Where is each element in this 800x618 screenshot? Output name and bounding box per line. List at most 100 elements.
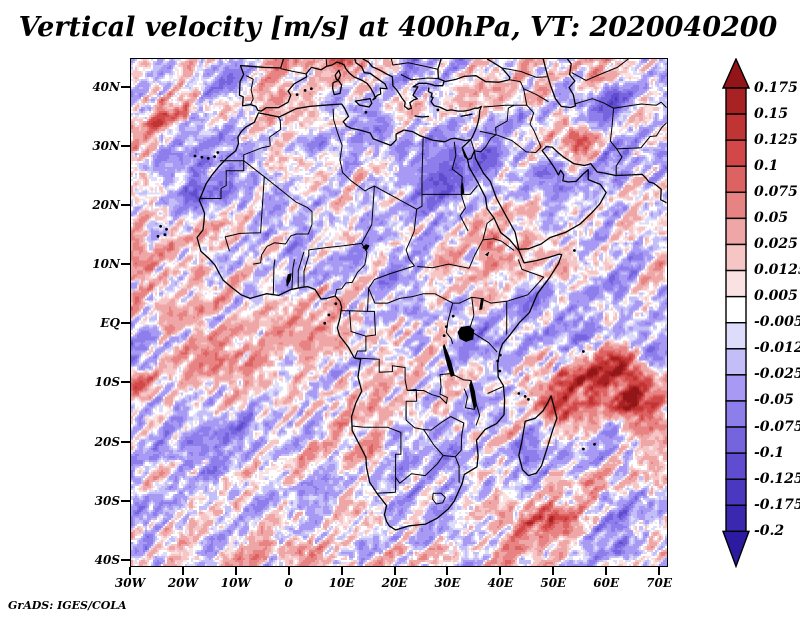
- colorbar-tick-label: 0.175: [754, 79, 798, 96]
- colorbar-segment: [725, 426, 747, 454]
- country-border: [405, 416, 451, 431]
- country-border: [432, 492, 446, 505]
- island-dot: [303, 89, 307, 92]
- lake: [485, 251, 490, 257]
- x-tick-label: 40E: [487, 576, 514, 590]
- colorbar-tick-label: -0.1: [754, 444, 785, 461]
- y-tick-mark: [121, 558, 130, 561]
- country-border: [303, 249, 310, 287]
- island-dot: [159, 224, 162, 228]
- y-tick-label: 30S: [94, 493, 120, 508]
- y-tick-label: 30N: [92, 139, 120, 154]
- island-dot: [200, 155, 204, 159]
- island-dot: [216, 151, 220, 154]
- lake: [469, 380, 477, 410]
- island-dot: [451, 314, 455, 318]
- attribution-text: GrADS: IGES/COLA: [8, 599, 127, 612]
- y-tick-mark: [121, 204, 130, 207]
- y-tick-label: 20S: [94, 434, 120, 449]
- country-border: [495, 134, 542, 153]
- country-border: [407, 372, 453, 404]
- x-tick-label: 70E: [646, 576, 673, 590]
- coastline: [238, 59, 388, 112]
- colorbar-top-arrow: [722, 58, 750, 89]
- colorbar-segment: [725, 452, 747, 480]
- y-tick-mark: [121, 86, 130, 89]
- country-border: [416, 185, 478, 210]
- coastline: [354, 98, 373, 108]
- country-border: [332, 108, 417, 210]
- country-border: [487, 385, 504, 394]
- x-tick-label: 50E: [540, 576, 567, 590]
- x-tick-label: 10E: [328, 576, 355, 590]
- island-dot: [517, 392, 521, 395]
- colorbar-segment: [725, 374, 747, 402]
- x-tick-mark: [499, 567, 502, 575]
- country-border: [454, 456, 460, 483]
- x-tick-mark: [658, 567, 661, 575]
- country-border: [421, 137, 424, 195]
- colorbar-tick-label: -0.05: [754, 392, 794, 409]
- colorbar-segment: [725, 191, 747, 220]
- country-border: [243, 160, 313, 225]
- x-tick-mark: [129, 567, 131, 575]
- country-border: [376, 491, 396, 494]
- country-border: [400, 74, 439, 81]
- colorbar-segment: [725, 87, 747, 115]
- colorbar-segment: [725, 269, 747, 298]
- y-tick-mark: [121, 381, 130, 384]
- country-border: [405, 209, 418, 267]
- country-border: [334, 243, 368, 297]
- country-border: [468, 329, 498, 353]
- country-border: [506, 259, 545, 302]
- country-border: [613, 101, 667, 109]
- colorbar-tick-label: -0.175: [754, 496, 800, 513]
- y-tick-label: 20N: [92, 198, 120, 213]
- colorbar-tick-label: 0.075: [754, 183, 798, 200]
- island-dot: [582, 350, 585, 353]
- country-border: [297, 251, 305, 288]
- island-dot: [295, 93, 299, 96]
- coastline: [444, 59, 511, 83]
- colorbar-tick-label: -0.025: [754, 366, 800, 383]
- x-tick-label: 0: [284, 576, 293, 590]
- lake: [457, 325, 475, 342]
- country-border: [199, 160, 245, 199]
- colorbar-segment: [725, 139, 747, 167]
- country-border: [224, 176, 265, 252]
- y-tick-mark: [121, 263, 130, 266]
- country-border: [253, 224, 313, 265]
- x-tick-mark: [393, 567, 396, 575]
- colorbar-segment: [725, 165, 747, 194]
- y-tick-label: 40S: [94, 552, 120, 567]
- colorbar-tick-label: 0.125: [754, 131, 798, 148]
- country-border: [509, 79, 521, 83]
- island-dot: [206, 157, 210, 160]
- colorbar-tick-label: -0.2: [754, 522, 785, 539]
- country-border: [272, 259, 276, 295]
- colorbar-tick-label: 0.0125: [754, 262, 800, 279]
- colorbar-segment: [725, 504, 747, 533]
- country-border: [243, 116, 282, 161]
- x-tick-label: 60E: [593, 576, 620, 590]
- colorbar-segment: [725, 348, 747, 376]
- y-tick-mark: [121, 322, 130, 325]
- island-dot: [527, 398, 530, 401]
- country-border: [483, 104, 515, 108]
- y-tick-label: 10S: [94, 375, 120, 390]
- island-dot: [156, 234, 160, 238]
- x-tick-mark: [181, 567, 184, 575]
- island-dot: [593, 442, 596, 446]
- river: [451, 141, 469, 232]
- island-dot: [445, 325, 448, 329]
- country-border: [445, 302, 454, 345]
- island-dot: [213, 155, 216, 158]
- country-border: [501, 67, 547, 78]
- colorbar-tick-label: 0.005: [754, 288, 798, 305]
- colorbar-segment: [725, 113, 747, 141]
- colorbar-tick-label: 0.05: [754, 209, 789, 226]
- island-dot: [364, 110, 368, 114]
- y-tick-mark: [121, 440, 130, 443]
- map-plot-area: [130, 58, 668, 567]
